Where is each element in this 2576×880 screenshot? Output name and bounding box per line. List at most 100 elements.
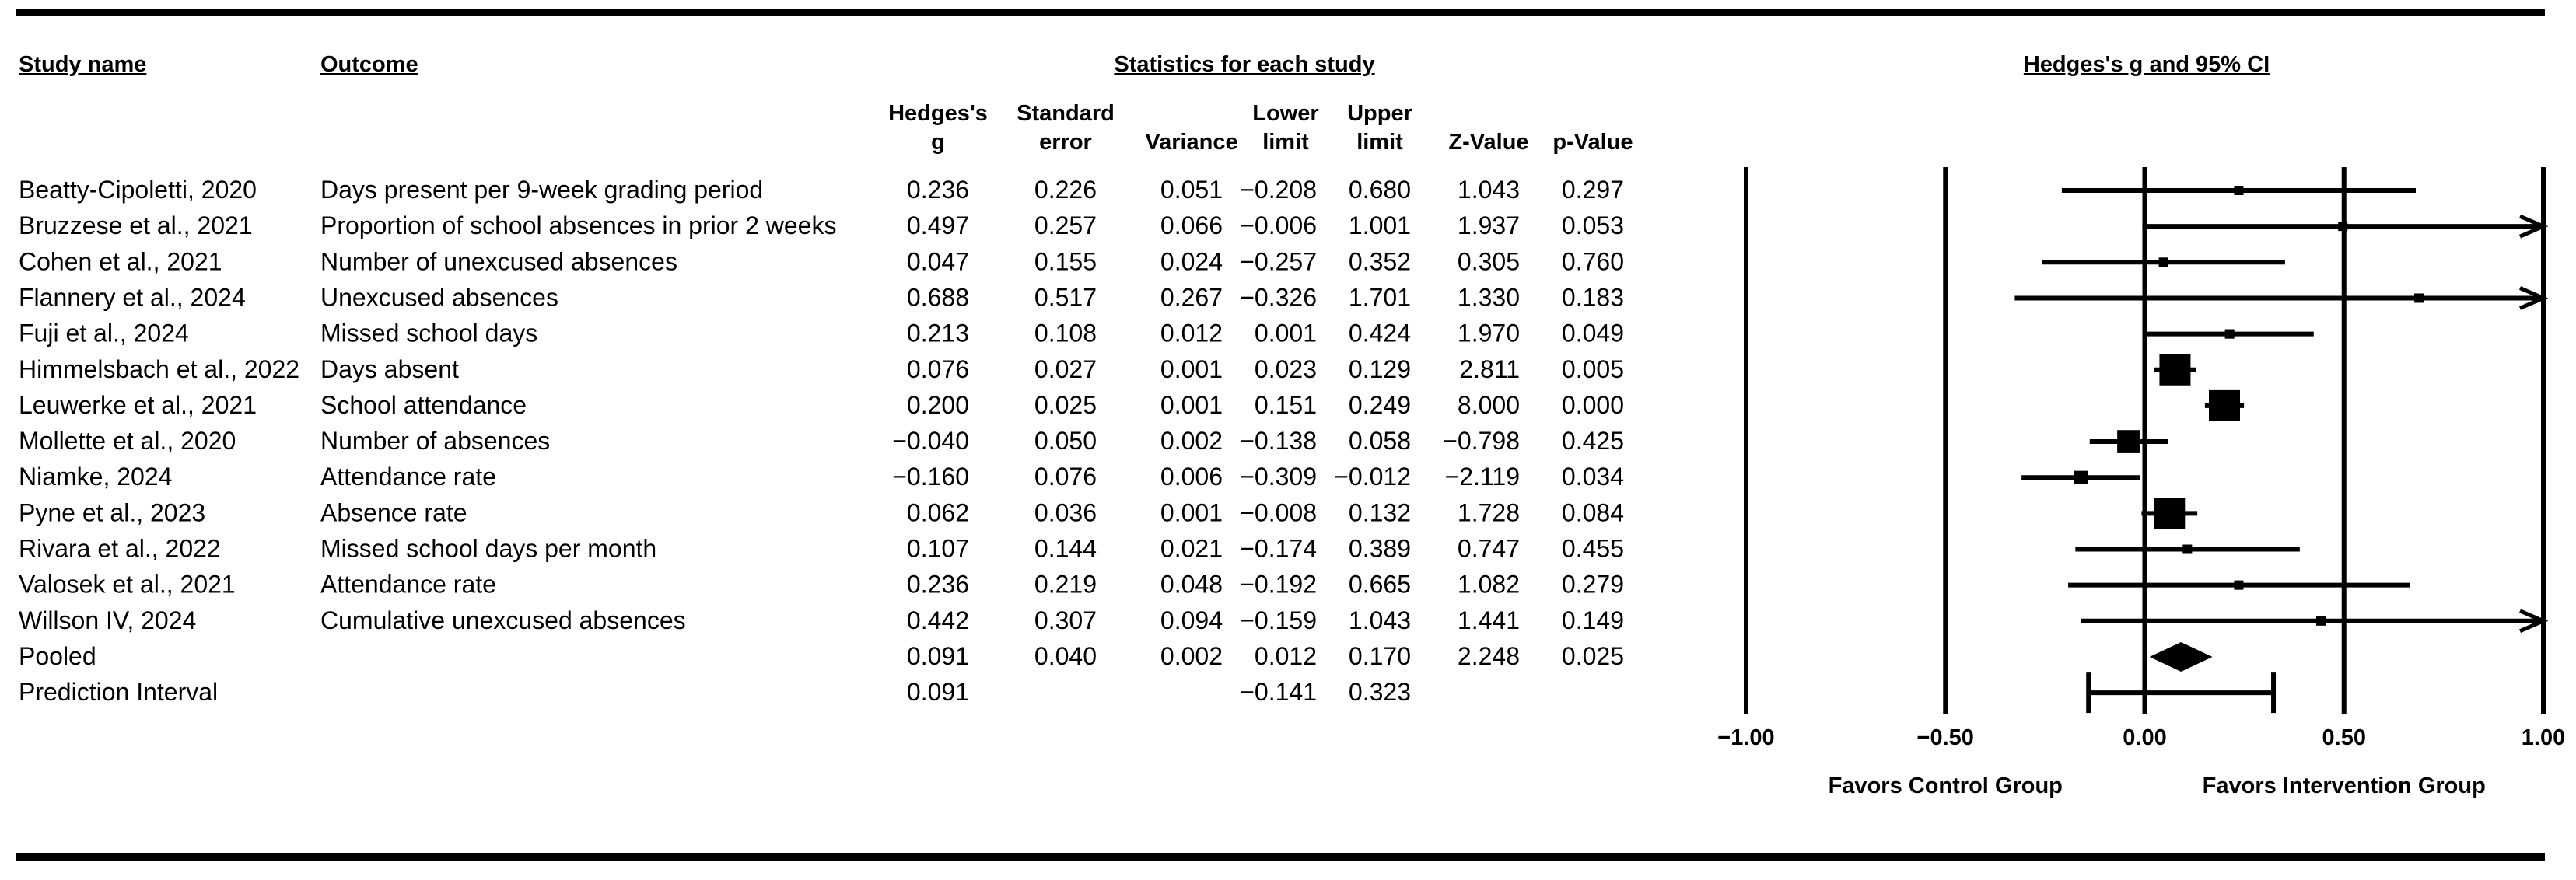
point-estimate-marker (2338, 222, 2348, 232)
point-estimate-marker (2117, 430, 2140, 453)
lower-limit-value: −0.174 (1240, 535, 1317, 563)
z-value-value: 2.248 (1458, 642, 1520, 670)
standard-error-value: 0.027 (1034, 355, 1097, 383)
study-name: Rivara et al., 2022 (19, 535, 221, 563)
outcome: Cumulative unexcused absences (320, 606, 686, 634)
point-estimate-marker (2414, 293, 2424, 303)
lower-limit-value: −0.326 (1240, 283, 1317, 311)
point-estimate-marker (2182, 544, 2193, 554)
outcome: Missed school days (320, 320, 537, 347)
upper-limit-value: 1.701 (1349, 283, 1411, 311)
ci-arrow (2519, 286, 2549, 310)
study-ci (2021, 470, 2140, 484)
standard-error-value: 0.517 (1034, 283, 1097, 311)
ci-arrow (2519, 609, 2549, 634)
bottom-rule (16, 853, 2545, 861)
study-name: Fuji et al., 2024 (19, 320, 189, 347)
hedges-g-value: 0.047 (907, 247, 969, 275)
standard-error-value: 0.226 (1034, 176, 1097, 204)
standard-error-value: 0.050 (1034, 427, 1097, 455)
study-name: Beatty-Cipoletti, 2020 (19, 176, 257, 204)
study-ci (2089, 430, 2168, 453)
table-row: Willson IV, 2024 Cumulative unexcused abs… (19, 606, 1624, 634)
standard-error-value: 0.040 (1034, 642, 1097, 670)
hedges-g-value: 0.076 (907, 355, 969, 383)
study-name: Himmelsbach et al., 2022 (19, 355, 299, 383)
point-estimate-marker (2234, 186, 2244, 195)
hedges-g-header-line1: Hedges's (888, 101, 988, 126)
upper-limit-value: 1.043 (1349, 606, 1411, 634)
upper-limit-value: 0.680 (1349, 176, 1411, 204)
top-rule (16, 9, 2545, 16)
standard-error-value: 0.144 (1034, 535, 1097, 563)
study-ci (2145, 329, 2314, 339)
study-name: Prediction Interval (19, 678, 218, 706)
study-name: Willson IV, 2024 (19, 606, 196, 634)
p-value-value: 0.084 (1562, 498, 1624, 526)
ci-arrow (2519, 214, 2549, 239)
standard-error-value: 0.307 (1034, 606, 1097, 634)
table-row: Bruzzese et al., 2021 Proportion of schoo… (19, 211, 1624, 239)
table-row: Pyne et al., 2023 Absence rate 0.062 0.036 0… (19, 498, 1624, 526)
z-value-value: 2.811 (1459, 355, 1520, 383)
study-name: Cohen et al., 2021 (19, 247, 222, 275)
p-value-value: 0.279 (1562, 571, 1624, 599)
outcome: Days absent (320, 355, 459, 383)
outcome: Days present per 9-week grading period (320, 176, 763, 204)
p-value-value: 0.425 (1562, 427, 1624, 455)
variance-value: 0.002 (1160, 427, 1223, 455)
p-value-value: 0.183 (1562, 283, 1624, 311)
statistics-table: Beatty-Cipoletti, 2020 Days present per 9… (19, 176, 1624, 706)
standard-error-header-line2: error (1039, 130, 1092, 155)
variance-value: 0.001 (1160, 391, 1223, 419)
table-row: Fuji et al., 2024 Missed school days 0.213… (19, 320, 1624, 347)
x-tick-label: −0.50 (1917, 725, 1974, 750)
study-name: Bruzzese et al., 2021 (19, 211, 253, 239)
upper-limit-value: 0.389 (1349, 535, 1411, 563)
lower-limit-value: −0.141 (1240, 678, 1317, 706)
upper-limit-value: 0.249 (1349, 391, 1411, 419)
study-name: Pooled (19, 642, 96, 670)
outcome-header: Outcome (320, 52, 418, 77)
standard-error-value: 0.076 (1034, 463, 1097, 491)
p-value-value: 0.049 (1562, 320, 1624, 347)
forest-plot: −1.00 −0.50 0.00 0.50 1.00 Favors Control Gro… (1717, 167, 2565, 798)
study-name: Niamke, 2024 (19, 463, 172, 491)
study-name: Pyne et al., 2023 (19, 498, 205, 526)
favors-intervention-label: Favors Intervention Group (2203, 773, 2486, 798)
upper-limit-value: 0.129 (1349, 355, 1411, 383)
x-tick-label: −1.00 (1717, 725, 1774, 750)
standard-error-value: 0.108 (1034, 320, 1097, 347)
standard-error-header-line1: Standard (1017, 101, 1115, 126)
outcome: Unexcused absences (320, 283, 558, 311)
table-row: Niamke, 2024 Attendance rate −0.160 0.076 0.… (19, 463, 1624, 491)
hedges-g-value: 0.091 (907, 678, 969, 706)
table-row: Leuwerke et al., 2021 School attendance 0.… (19, 391, 1624, 419)
outcome: Attendance rate (320, 463, 496, 491)
table-row: Flannery et al., 2024 Unexcused absences 0… (19, 283, 1624, 311)
z-value-value: 1.937 (1458, 211, 1520, 239)
hedges-g-value: 0.213 (907, 320, 969, 347)
point-estimate-marker (2154, 498, 2186, 529)
variance-value: 0.048 (1160, 571, 1223, 599)
point-estimate-marker (2316, 616, 2326, 626)
variance-value: 0.006 (1160, 463, 1223, 491)
variance-value: 0.021 (1160, 535, 1223, 563)
p-value-value: 0.005 (1562, 355, 1624, 383)
upper-limit-value: 0.058 (1349, 427, 1411, 455)
p-value-header: p-Value (1552, 130, 1633, 155)
lower-limit-value: −0.159 (1240, 606, 1317, 634)
hedges-g-header-line2: g (931, 130, 945, 155)
upper-limit-value: 0.170 (1349, 642, 1411, 670)
outcome: School attendance (320, 391, 527, 419)
column-headers: Hedges's g Standard error Variance Lower limit… (888, 101, 1633, 155)
z-value-value: 8.000 (1458, 391, 1520, 419)
point-estimate-marker (2224, 329, 2235, 339)
lower-limit-value: −0.008 (1240, 498, 1317, 526)
p-value-value: 0.149 (1562, 606, 1624, 634)
outcome: Number of unexcused absences (320, 247, 677, 275)
hedges-g-value: −0.040 (892, 427, 969, 455)
stats-group-header: Statistics for each study (1114, 52, 1374, 77)
z-value-value: 0.305 (1458, 247, 1520, 275)
upper-limit-value: 0.665 (1349, 571, 1411, 599)
